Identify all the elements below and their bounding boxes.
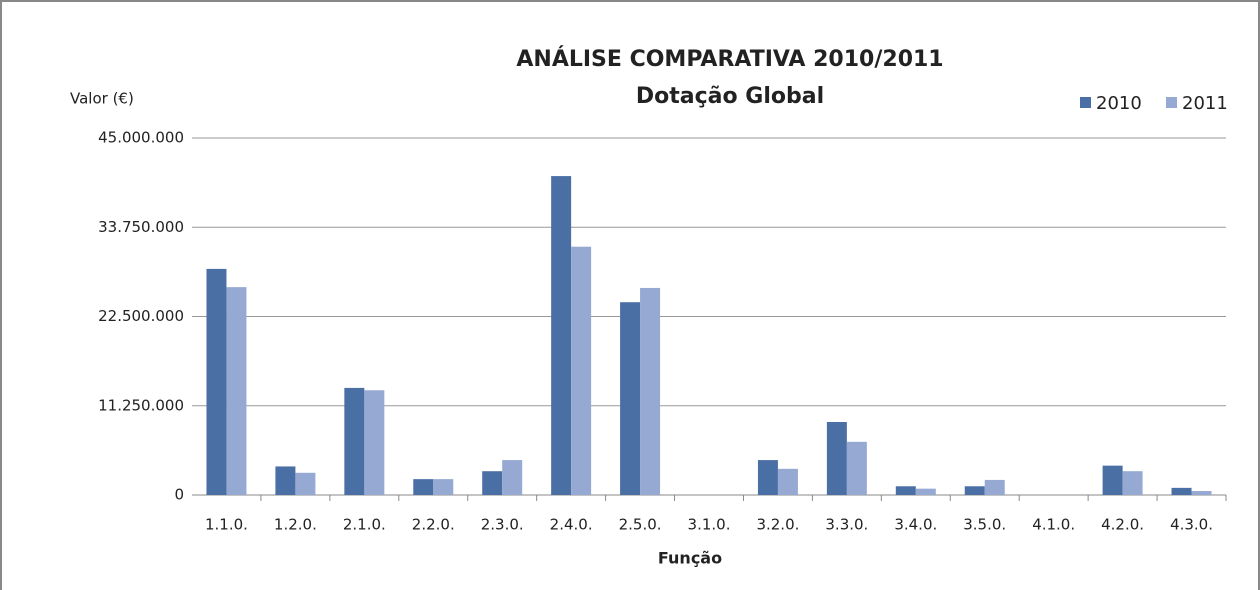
y-tick-label: 0	[174, 486, 184, 504]
x-tick-label: 1.1.0.	[205, 516, 248, 534]
y-tick-label: 22.500.000	[98, 307, 184, 325]
x-tick-label: 3.4.0.	[894, 516, 937, 534]
x-tick-label: 4.3.0.	[1170, 516, 1213, 534]
legend-swatch	[1080, 97, 1091, 108]
x-tick-label: 2.5.0.	[619, 516, 662, 534]
x-tick-label: 4.1.0.	[1032, 516, 1075, 534]
bar	[344, 387, 365, 495]
legend-label: 2011	[1182, 93, 1228, 114]
bar	[571, 246, 592, 495]
legend-swatch	[1166, 97, 1177, 108]
chart-title: ANÁLISE COMPARATIVA 2010/2011	[516, 46, 943, 72]
legend-label: 2010	[1096, 93, 1142, 114]
bar	[206, 268, 227, 495]
y-tick-label: 11.250.000	[98, 396, 184, 414]
bar	[640, 287, 661, 495]
bar	[964, 486, 985, 495]
bar	[295, 472, 316, 495]
bar	[364, 390, 385, 495]
bar	[482, 471, 503, 495]
bar	[502, 460, 523, 495]
x-tick-label: 2.4.0.	[550, 516, 593, 534]
bar	[846, 441, 867, 495]
x-tick-label: 1.2.0.	[274, 516, 317, 534]
chart-subtitle: Dotação Global	[636, 84, 824, 109]
bar	[757, 460, 778, 495]
y-tick-label: 45.000.000	[98, 129, 184, 147]
x-tick-label: 2.1.0.	[343, 516, 386, 534]
bar	[1122, 471, 1143, 495]
bar	[915, 488, 936, 495]
x-tick-label: 3.5.0.	[963, 516, 1006, 534]
bar	[777, 468, 798, 495]
x-tick-label: 3.3.0.	[825, 516, 868, 534]
bar	[1171, 487, 1192, 495]
x-tick-label: 2.3.0.	[481, 516, 524, 534]
x-axis-title: Função	[658, 549, 722, 568]
bar	[826, 422, 847, 495]
bar	[275, 466, 296, 495]
bar	[984, 479, 1005, 495]
bar	[433, 479, 454, 495]
bar	[413, 479, 434, 495]
x-tick-label: 3.2.0.	[756, 516, 799, 534]
bar	[1191, 491, 1212, 495]
bar	[620, 302, 641, 495]
y-axis-title: Valor (€)	[70, 90, 134, 108]
x-tick-label: 2.2.0.	[412, 516, 455, 534]
x-tick-label: 3.1.0.	[688, 516, 731, 534]
x-tick-label: 4.2.0.	[1101, 516, 1144, 534]
bar	[895, 486, 916, 495]
y-tick-label: 33.750.000	[98, 218, 184, 236]
bar	[1102, 465, 1123, 495]
bar	[226, 287, 247, 495]
bar	[551, 176, 572, 495]
